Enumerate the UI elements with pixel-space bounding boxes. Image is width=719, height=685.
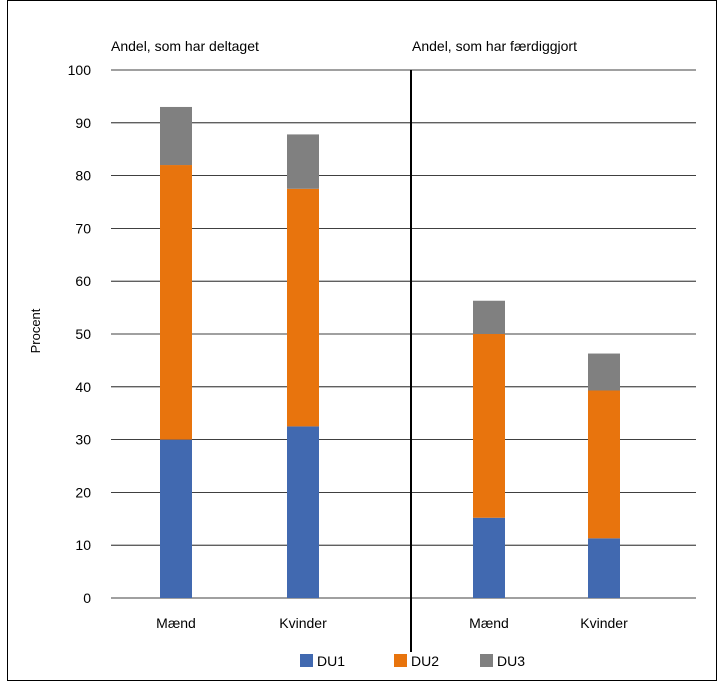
y-axis-title: Procent [28, 308, 43, 353]
y-tick-label: 20 [75, 484, 91, 500]
bar-du1-3 [588, 538, 620, 598]
bar-du3-3 [588, 353, 620, 391]
bar-du3-0 [160, 106, 192, 166]
legend-label-du3: DU3 [497, 653, 525, 669]
legend-swatch-du2 [394, 654, 407, 667]
legend-swatch-du1 [300, 654, 313, 667]
y-tick-label: 50 [75, 326, 91, 342]
bars [160, 106, 620, 598]
legend-swatch-du3 [480, 654, 493, 667]
bar-du2-2 [473, 334, 505, 518]
bar-du1-2 [473, 517, 505, 598]
y-tick-label: 90 [75, 115, 91, 131]
x-tick-label: Kvinder [580, 615, 628, 631]
y-tick-label: 60 [75, 273, 91, 289]
y-tick-label: 10 [75, 537, 91, 553]
bar-du3-2 [473, 300, 505, 334]
y-tick-label: 100 [68, 62, 92, 78]
gridlines [111, 69, 696, 599]
panel-label-participated: Andel, som har deltaget [111, 38, 259, 54]
axes: 0 10 20 30 40 50 60 70 80 90 100 Mænd Kvinder Mænd Kvi… [68, 62, 628, 652]
legend: DU1 DU2 DU3 [300, 653, 525, 669]
bar-du2-3 [588, 390, 620, 539]
y-tick-label: 30 [75, 432, 91, 448]
y-tick-label: 70 [75, 220, 91, 236]
x-tick-label: Mænd [156, 615, 196, 631]
bar-du1-0 [160, 439, 192, 598]
y-tick-label: 80 [75, 168, 91, 184]
y-tick-label: 0 [83, 590, 91, 606]
bar-du2-0 [160, 165, 192, 440]
legend-label-du2: DU2 [411, 653, 439, 669]
chart-frame: 0 10 20 30 40 50 60 70 80 90 100 Mænd Kvinder Mænd Kvi… [7, 0, 717, 681]
panel-label-completed: Andel, som har færdiggjort [412, 38, 577, 54]
bar-du2-1 [287, 188, 319, 427]
bar-du3-1 [287, 134, 319, 189]
stacked-bar-chart: 0 10 20 30 40 50 60 70 80 90 100 Mænd Kvinder Mænd Kvi… [28, 38, 696, 669]
bar-du1-1 [287, 426, 319, 598]
y-tick-label: 40 [75, 379, 91, 395]
legend-label-du1: DU1 [317, 653, 345, 669]
x-tick-label: Kvinder [279, 615, 327, 631]
x-tick-label: Mænd [469, 615, 509, 631]
